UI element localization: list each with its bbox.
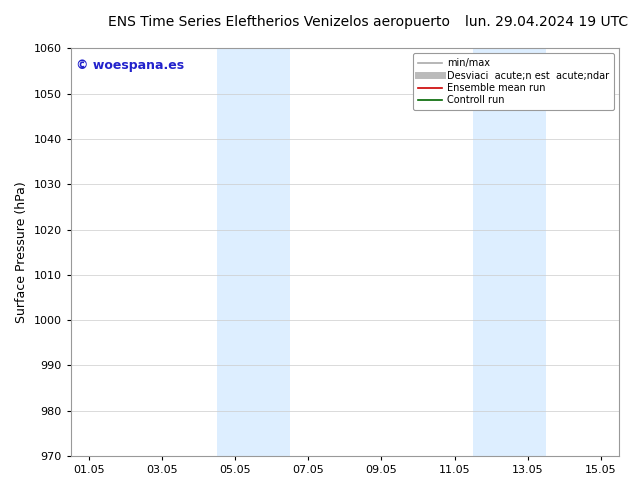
Text: © woespana.es: © woespana.es [76,59,184,72]
Y-axis label: Surface Pressure (hPa): Surface Pressure (hPa) [15,181,28,323]
Text: ENS Time Series Eleftherios Venizelos aeropuerto: ENS Time Series Eleftherios Venizelos ae… [108,15,450,29]
Legend: min/max, Desviaci  acute;n est  acute;ndar, Ensemble mean run, Controll run: min/max, Desviaci acute;n est acute;ndar… [413,53,614,110]
Bar [217,49,290,456]
Bar [473,49,546,456]
Text: lun. 29.04.2024 19 UTC: lun. 29.04.2024 19 UTC [465,15,628,29]
